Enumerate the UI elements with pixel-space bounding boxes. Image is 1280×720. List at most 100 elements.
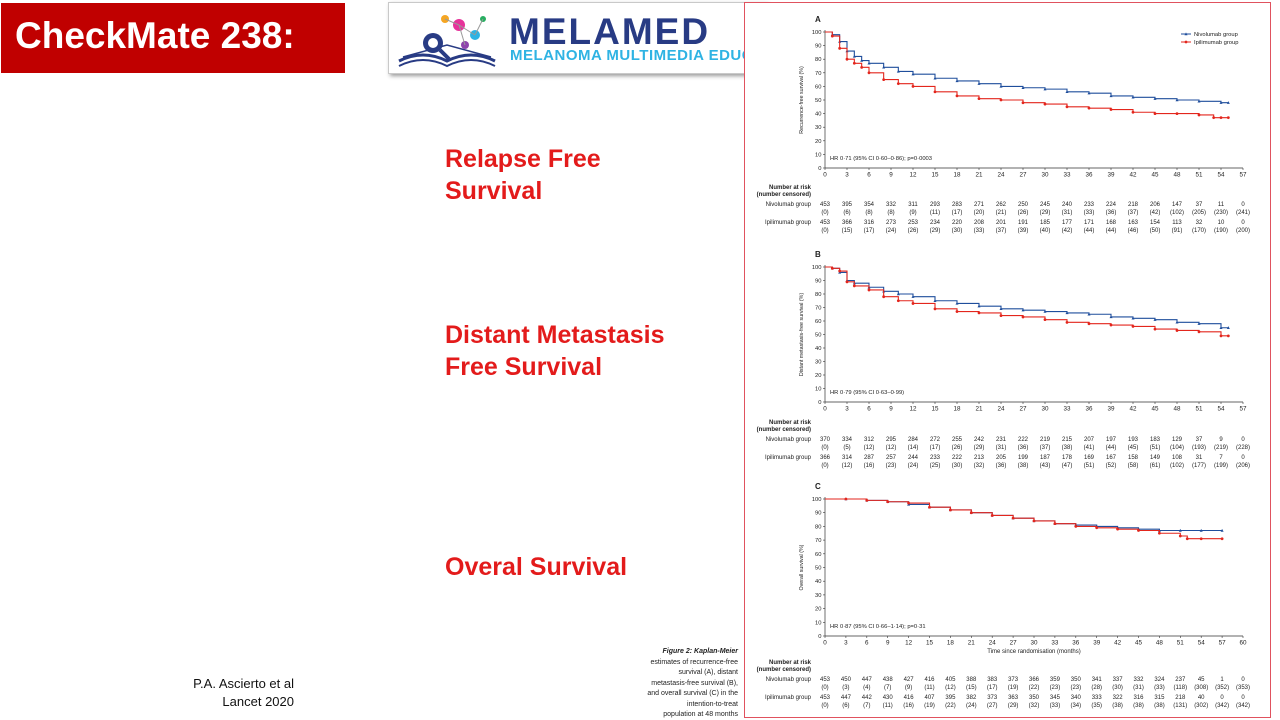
x-axis-label: Time since randomisation (months) xyxy=(987,649,1080,655)
risk-count: 450 xyxy=(841,677,852,683)
risk-count: 193 xyxy=(1128,437,1139,443)
censor-mark-ipilimumab xyxy=(1153,327,1157,331)
risk-count: 283 xyxy=(952,202,963,208)
censor-mark-ipilimumab xyxy=(1226,334,1230,338)
risk-censored: (241) xyxy=(1236,210,1250,216)
risk-censored: (302) xyxy=(1194,703,1208,709)
censor-mark-nivolumab xyxy=(1153,97,1157,100)
censor-mark-ipilimumab xyxy=(882,295,886,299)
risk-censored: (219) xyxy=(1214,445,1228,451)
censor-mark-nivolumab xyxy=(1219,326,1223,329)
x-tick-label: 0 xyxy=(823,406,827,413)
censor-mark-nivolumab xyxy=(1109,94,1113,98)
risk-censored: (14) xyxy=(908,445,919,451)
risk-count: 0 xyxy=(1220,695,1224,701)
risk-count: 0 xyxy=(1241,220,1245,226)
risk-count: 154 xyxy=(1150,220,1161,226)
x-tick-label: 48 xyxy=(1156,640,1164,647)
logo-book-icon xyxy=(398,15,496,68)
censor-mark-ipilimumab xyxy=(1043,102,1047,106)
censor-mark-nivolumab xyxy=(1131,95,1135,99)
risk-count: 395 xyxy=(945,695,956,701)
censor-mark-nivolumab xyxy=(1220,528,1224,532)
x-tick-label: 57 xyxy=(1219,640,1227,647)
risk-count: 205 xyxy=(996,455,1007,461)
risk-count: 453 xyxy=(820,677,831,683)
risk-count: 0 xyxy=(1241,455,1245,461)
x-tick-label: 57 xyxy=(1239,172,1247,179)
censor-mark-ipilimumab xyxy=(990,514,994,517)
risk-count: 312 xyxy=(864,437,875,443)
y-tick-label: 90 xyxy=(815,279,821,285)
x-tick-label: 12 xyxy=(905,640,913,647)
risk-censored: (16) xyxy=(864,463,875,469)
risk-count: 242 xyxy=(974,437,985,443)
risk-censored: (193) xyxy=(1192,445,1206,451)
risk-censored: (52) xyxy=(1106,463,1117,469)
risk-count: 332 xyxy=(1133,677,1144,683)
risk-count: 240 xyxy=(1062,202,1073,208)
censor-mark-nivolumab xyxy=(896,69,900,73)
risk-count: 334 xyxy=(842,437,853,443)
x-tick-label: 6 xyxy=(867,172,871,179)
censor-mark-ipilimumab xyxy=(1158,531,1161,535)
risk-censored: (38) xyxy=(1133,703,1144,709)
risk-censored: (206) xyxy=(1236,463,1250,469)
risk-count: 187 xyxy=(1040,455,1051,461)
risk-censored: (30) xyxy=(1112,685,1123,691)
risk-censored: (21) xyxy=(996,210,1007,216)
x-tick-label: 3 xyxy=(845,172,849,179)
risk-censored: (38) xyxy=(1154,703,1165,709)
citation-journal: Lancet 2020 xyxy=(222,694,294,709)
x-tick-label: 30 xyxy=(1041,172,1049,179)
risk-censored: (352) xyxy=(1215,685,1229,691)
censor-mark-nivolumab xyxy=(933,299,937,302)
risk-count: 40 xyxy=(1198,695,1205,701)
y-tick-label: 80 xyxy=(815,57,821,63)
risk-censored: (31) xyxy=(1062,210,1073,216)
censor-mark-ipilimumab xyxy=(1116,527,1119,531)
x-tick-label: 21 xyxy=(968,640,976,647)
x-tick-label: 27 xyxy=(1010,640,1018,647)
risk-count: 37 xyxy=(1196,202,1203,208)
x-tick-label: 54 xyxy=(1217,172,1225,179)
censor-mark-ipilimumab xyxy=(896,82,900,86)
risk-count: 0 xyxy=(1241,695,1245,701)
censor-mark-ipilimumab xyxy=(830,34,834,38)
risk-count: 31 xyxy=(1196,455,1203,461)
risk-censored: (35) xyxy=(1091,703,1102,709)
risk-censored: (17) xyxy=(864,228,875,234)
risk-count: 234 xyxy=(930,220,941,226)
hr-annotation: HR 0·87 (95% CI 0·66–1·14); p=0·31 xyxy=(830,624,926,630)
risk-censored: (6) xyxy=(842,703,849,709)
censor-mark-ipilimumab xyxy=(999,314,1003,317)
risk-censored: (44) xyxy=(1106,445,1117,451)
y-tick-label: 90 xyxy=(815,511,821,517)
risk-censored: (9) xyxy=(905,685,912,691)
risk-count: 222 xyxy=(952,455,963,461)
risk-count: 350 xyxy=(1071,677,1082,683)
censor-mark-nivolumab xyxy=(1219,101,1223,104)
y-tick-label: 30 xyxy=(815,360,821,366)
risk-censored: (17) xyxy=(952,210,963,216)
risk-count: 233 xyxy=(1084,202,1095,208)
y-tick-label: 100 xyxy=(812,497,822,503)
y-tick-label: 20 xyxy=(815,607,821,613)
censor-mark-ipilimumab xyxy=(1065,105,1069,109)
censor-mark-ipilimumab xyxy=(1226,116,1230,120)
risk-count: 237 xyxy=(1175,677,1186,683)
y-tick-label: 30 xyxy=(815,125,821,131)
risk-censored: (12) xyxy=(842,463,853,469)
x-tick-label: 9 xyxy=(889,406,893,413)
risk-censored: (50) xyxy=(1150,228,1161,234)
risk-censored: (353) xyxy=(1236,685,1250,691)
series-line-nivolumab xyxy=(825,498,1223,532)
risk-count: 10 xyxy=(1218,220,1225,226)
x-tick-label: 36 xyxy=(1072,640,1080,647)
x-tick-label: 15 xyxy=(931,172,939,179)
risk-censored: (28) xyxy=(1091,685,1102,691)
risk-censored: (3) xyxy=(842,685,849,691)
risk-censored: (17) xyxy=(930,445,941,451)
censor-mark-ipilimumab xyxy=(911,302,915,305)
risk-count: 218 xyxy=(1175,695,1186,701)
